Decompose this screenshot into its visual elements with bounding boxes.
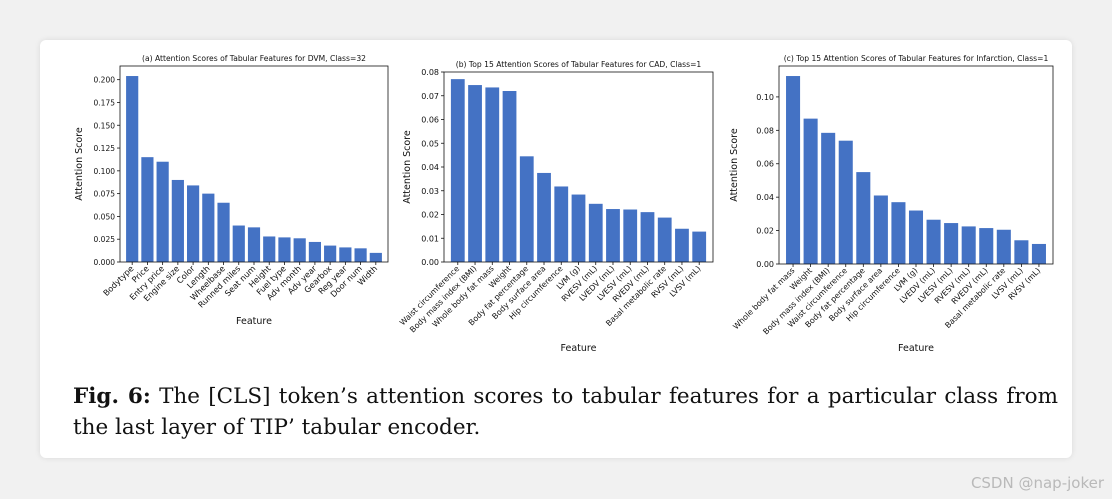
bar xyxy=(856,172,871,264)
bar xyxy=(821,132,836,264)
bar xyxy=(156,161,169,262)
y-tick-label: 0.08 xyxy=(421,68,439,77)
bar xyxy=(554,186,569,262)
bar xyxy=(908,210,924,264)
watermark: CSDN @nap-joker xyxy=(970,474,1104,492)
bar xyxy=(354,248,367,262)
bar xyxy=(339,247,352,262)
y-tick-label: 0.200 xyxy=(94,76,116,85)
plot-frame xyxy=(119,65,389,263)
y-tick-label: 0.02 xyxy=(421,211,439,220)
bar xyxy=(786,76,801,264)
chart-title: (c) Top 15 Attention Scores of Tabular F… xyxy=(784,54,1049,63)
chart-0: (a) Attention Scores of Tabular Features… xyxy=(74,54,389,327)
bar xyxy=(141,157,154,262)
bar xyxy=(324,245,337,262)
y-tick-label: 0.06 xyxy=(756,160,774,169)
bar xyxy=(187,185,200,262)
y-tick-label: 0.175 xyxy=(94,98,116,107)
figure-caption: Fig. 6: The [CLS] token’s attention scor… xyxy=(73,381,1058,443)
bar xyxy=(308,241,321,262)
bar xyxy=(657,217,672,262)
bar xyxy=(571,194,586,262)
bar xyxy=(996,229,1011,264)
y-tick-label: 0.000 xyxy=(94,258,116,267)
y-tick-label: 0.025 xyxy=(94,235,116,244)
bar xyxy=(838,140,853,264)
caption-label: Fig. 6: xyxy=(73,384,151,409)
bar xyxy=(606,209,620,262)
y-axis-label: Attention Score xyxy=(729,128,740,202)
y-axis-label: Attention Score xyxy=(402,130,413,204)
y-tick-label: 0.04 xyxy=(421,163,439,172)
bar xyxy=(217,202,230,262)
bar xyxy=(873,195,888,264)
chart-title: (b) Top 15 Attention Scores of Tabular F… xyxy=(456,60,702,69)
y-tick-label: 0.07 xyxy=(421,92,439,101)
bar xyxy=(519,156,534,262)
bar xyxy=(450,79,465,263)
y-tick-label: 0.125 xyxy=(94,144,116,153)
y-axis-label: Attention Score xyxy=(74,127,85,201)
bar xyxy=(537,172,551,262)
y-tick-label: 0.150 xyxy=(94,121,116,130)
chart-2: (c) Top 15 Attention Scores of Tabular F… xyxy=(729,54,1054,354)
y-tick-label: 0.08 xyxy=(756,126,774,135)
caption-text: The [CLS] token’s attention scores to ta… xyxy=(73,384,1058,440)
bar xyxy=(293,238,306,262)
bar xyxy=(263,236,276,262)
y-tick-label: 0.03 xyxy=(421,187,439,196)
y-tick-label: 0.00 xyxy=(421,258,439,267)
bar xyxy=(588,203,603,262)
y-tick-label: 0.00 xyxy=(756,260,774,269)
bar xyxy=(171,179,184,262)
y-tick-label: 0.100 xyxy=(94,167,116,176)
figure-card: (a) Attention Scores of Tabular Features… xyxy=(40,40,1072,458)
bar xyxy=(640,212,655,263)
y-tick-label: 0.01 xyxy=(421,234,439,243)
plot-frame xyxy=(778,65,1054,265)
bar xyxy=(1031,243,1046,264)
bar xyxy=(891,202,906,264)
bar xyxy=(961,226,976,264)
figure-charts: (a) Attention Scores of Tabular Features… xyxy=(74,54,1054,354)
bar xyxy=(126,76,139,262)
plot-frame xyxy=(443,71,714,263)
bar xyxy=(485,87,500,262)
bar xyxy=(247,227,261,262)
bar xyxy=(278,237,291,262)
y-tick-label: 0.050 xyxy=(94,212,116,221)
bar xyxy=(202,193,215,262)
x-axis-label: Feature xyxy=(236,316,272,327)
bar xyxy=(1014,240,1029,264)
y-tick-label: 0.02 xyxy=(756,227,774,236)
x-axis-label: Feature xyxy=(561,343,597,354)
bar xyxy=(675,228,689,262)
bar xyxy=(623,209,638,262)
bar xyxy=(979,228,994,264)
bar xyxy=(232,225,245,262)
bar xyxy=(944,223,959,264)
y-tick-label: 0.10 xyxy=(756,93,774,102)
bar xyxy=(369,252,382,262)
chart-1: (b) Top 15 Attention Scores of Tabular F… xyxy=(398,60,714,354)
x-axis-label: Feature xyxy=(898,343,934,354)
y-tick-label: 0.04 xyxy=(756,193,774,202)
bar xyxy=(502,91,517,262)
bar xyxy=(803,118,818,264)
chart-title: (a) Attention Scores of Tabular Features… xyxy=(142,54,366,63)
bar xyxy=(468,85,482,262)
bar xyxy=(692,231,707,262)
bar xyxy=(926,219,941,264)
y-tick-label: 0.06 xyxy=(421,116,439,125)
y-tick-label: 0.075 xyxy=(94,190,116,199)
y-tick-label: 0.05 xyxy=(421,139,439,148)
